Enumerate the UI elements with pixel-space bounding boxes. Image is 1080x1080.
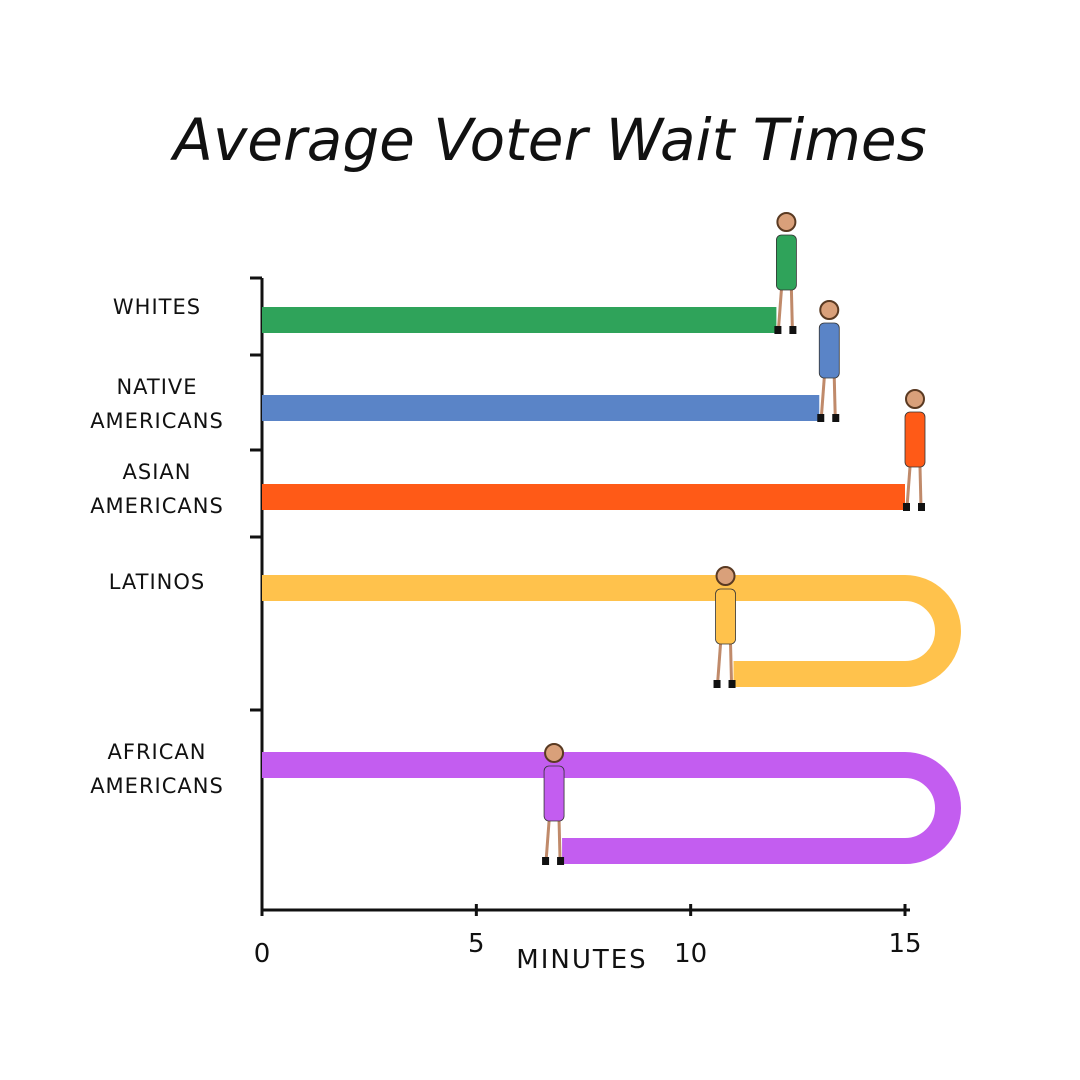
category-label: NATIVE AMERICANS (90, 375, 224, 433)
walker (713, 566, 736, 688)
walker (903, 389, 926, 511)
x-tick-label: 0 (254, 939, 271, 969)
bar (262, 575, 961, 687)
x-tick-label: 5 (468, 929, 485, 959)
x-tick-label: 15 (888, 929, 921, 959)
category-label: ASIAN AMERICANS (90, 460, 224, 518)
walker (817, 300, 840, 422)
category-label: LATINOS (108, 570, 206, 594)
separators (250, 276, 262, 712)
x-axis-label: MINUTES (516, 945, 647, 975)
x-tick-label: 10 (674, 939, 707, 969)
chart-title: Average Voter Wait Times (169, 106, 926, 174)
walker (542, 743, 565, 865)
bar (262, 752, 961, 864)
walker (774, 212, 797, 334)
category-label: WHITES (112, 295, 202, 319)
category-label: AFRICAN AMERICANS (90, 740, 224, 798)
